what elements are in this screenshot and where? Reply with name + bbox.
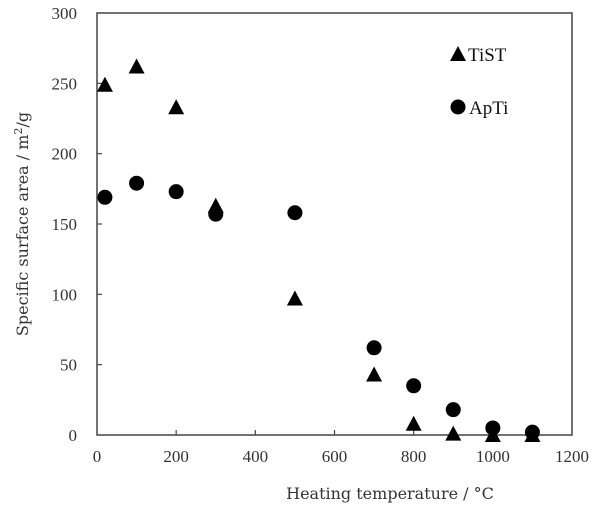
y-tick-label: 200 — [52, 145, 78, 164]
circle-marker — [97, 189, 113, 205]
triangle-icon — [450, 46, 466, 61]
circle-marker — [366, 340, 382, 356]
circle-marker — [287, 205, 303, 221]
legend-label-apti: ApTi — [469, 98, 508, 119]
circle-marker — [208, 206, 224, 222]
x-tick-label: 600 — [322, 447, 348, 466]
circle-marker — [445, 402, 461, 418]
legend-label-tist: TiST — [468, 45, 507, 66]
x-axis-ticks: 0 200 400 600 800 1000 1200 — [93, 430, 589, 466]
circle-marker — [129, 175, 145, 191]
triangle-marker — [128, 58, 145, 74]
circle-marker — [485, 420, 501, 436]
data-series — [96, 58, 541, 442]
circle-icon — [450, 99, 466, 115]
circle-marker — [168, 184, 184, 200]
legend: TiST ApTi — [450, 45, 508, 119]
y-axis-ticks: 0 50 100 150 200 250 300 — [52, 4, 102, 445]
y-axis-title: Specific surface area / m2/g — [12, 112, 32, 336]
series-apti — [97, 175, 540, 440]
x-tick-label: 400 — [243, 447, 269, 466]
triangle-marker — [366, 366, 383, 382]
circle-marker — [406, 378, 422, 394]
x-tick-label: 0 — [93, 447, 102, 466]
y-tick-label: 0 — [69, 426, 78, 445]
y-tick-label: 250 — [52, 74, 78, 93]
y-tick-label: 300 — [52, 4, 78, 23]
triangle-marker — [96, 76, 113, 92]
x-tick-label: 800 — [401, 447, 427, 466]
x-tick-label: 1000 — [476, 447, 510, 466]
plot-frame — [96, 12, 573, 436]
y-tick-label: 50 — [60, 356, 77, 375]
triangle-marker — [405, 415, 422, 431]
triangle-marker — [168, 99, 185, 115]
y-tick-label: 150 — [52, 215, 78, 234]
x-axis-title: Heating temperature / °C — [286, 484, 494, 503]
x-tick-label: 200 — [163, 447, 189, 466]
triangle-marker — [445, 425, 462, 441]
triangle-marker — [286, 290, 303, 306]
x-tick-label: 1200 — [555, 447, 589, 466]
legend-item-apti: ApTi — [450, 98, 508, 119]
legend-item-tist: TiST — [450, 45, 507, 66]
circle-marker — [524, 424, 540, 440]
y-tick-label: 100 — [52, 285, 78, 304]
